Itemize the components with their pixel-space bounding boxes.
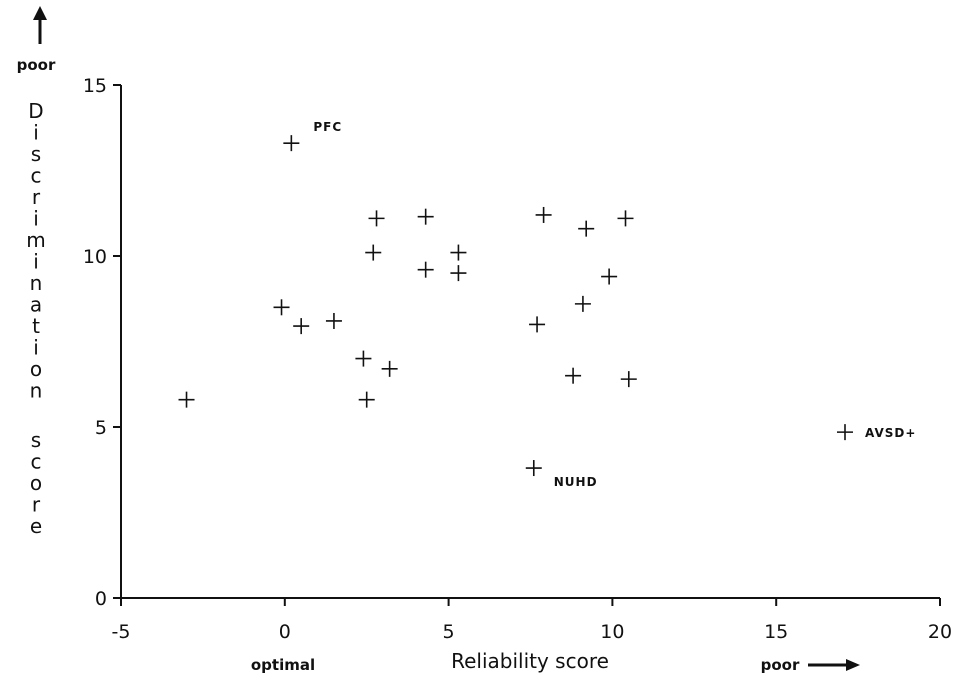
data-point xyxy=(617,210,634,227)
y-axis-title-letter: s xyxy=(31,428,41,452)
data-points: PFC NUHD AVSD+ xyxy=(178,120,916,489)
point-annotation: PFC xyxy=(313,120,342,134)
y-axis-title-letter: n xyxy=(30,271,43,295)
x-direction-label-right: poor xyxy=(761,656,800,674)
data-point xyxy=(450,265,467,282)
y-axis-title-letter: o xyxy=(30,357,42,381)
y-axis-title-letter: i xyxy=(33,121,39,145)
data-point xyxy=(601,268,618,285)
y-direction-arrow-icon xyxy=(33,6,47,44)
x-tick-label: 20 xyxy=(928,621,952,643)
y-tick-label: 10 xyxy=(83,246,107,268)
y-axis-title-letter: m xyxy=(26,228,45,252)
x-direction-arrow-icon xyxy=(808,659,860,671)
data-point xyxy=(836,424,853,441)
data-point xyxy=(620,371,637,388)
data-point xyxy=(417,208,434,225)
data-point xyxy=(417,261,434,278)
y-axis-title-letter: r xyxy=(32,185,41,209)
data-point xyxy=(355,350,372,367)
x-tick-label: -5 xyxy=(112,621,131,643)
y-axis-title-letter: t xyxy=(32,314,40,338)
data-point xyxy=(535,206,552,223)
data-point xyxy=(525,460,542,477)
data-point xyxy=(381,360,398,377)
y-tick-label: 0 xyxy=(95,588,107,610)
y-axis-title-letter: a xyxy=(30,293,42,317)
data-point xyxy=(273,299,290,316)
y-axis-title-letter: s xyxy=(31,142,41,166)
data-point xyxy=(574,295,591,312)
data-point xyxy=(178,391,195,408)
y-axis-ticks: 0 5 10 15 xyxy=(83,75,121,610)
x-axis-ticks: -5 0 5 10 15 20 xyxy=(112,598,952,643)
x-tick-label: 10 xyxy=(600,621,624,643)
data-point xyxy=(358,391,375,408)
y-direction-label: poor xyxy=(17,56,56,74)
y-axis-title-letter: i xyxy=(33,250,39,274)
y-axis-title-letter: r xyxy=(32,493,41,517)
x-tick-label: 15 xyxy=(764,621,788,643)
x-direction-label-left: optimal xyxy=(251,656,315,674)
y-axis-title-letter: i xyxy=(33,336,39,360)
y-axis-title-letter: o xyxy=(30,471,42,495)
x-tick-label: 5 xyxy=(443,621,455,643)
point-annotation: NUHD xyxy=(554,475,598,489)
data-point xyxy=(368,210,385,227)
y-axis-title-letter: c xyxy=(31,450,42,474)
data-point xyxy=(365,244,382,261)
data-point xyxy=(283,135,300,152)
y-axis-title-letter: c xyxy=(31,164,42,188)
y-axis-title-letter: D xyxy=(28,99,43,123)
y-axis-title-letter: e xyxy=(30,514,42,538)
y-tick-label: 5 xyxy=(95,417,107,439)
x-tick-label: 0 xyxy=(279,621,291,643)
data-point xyxy=(565,367,582,384)
y-tick-label: 15 xyxy=(83,75,107,97)
data-point xyxy=(578,220,595,237)
data-point xyxy=(529,316,546,333)
x-axis-title: Reliability score xyxy=(451,649,609,673)
y-axis-title-letter: n xyxy=(30,379,43,403)
y-axis-title-letter: i xyxy=(33,207,39,231)
data-point xyxy=(293,318,310,335)
point-annotation: AVSD+ xyxy=(865,426,916,440)
data-point xyxy=(325,312,342,329)
data-point xyxy=(450,244,467,261)
